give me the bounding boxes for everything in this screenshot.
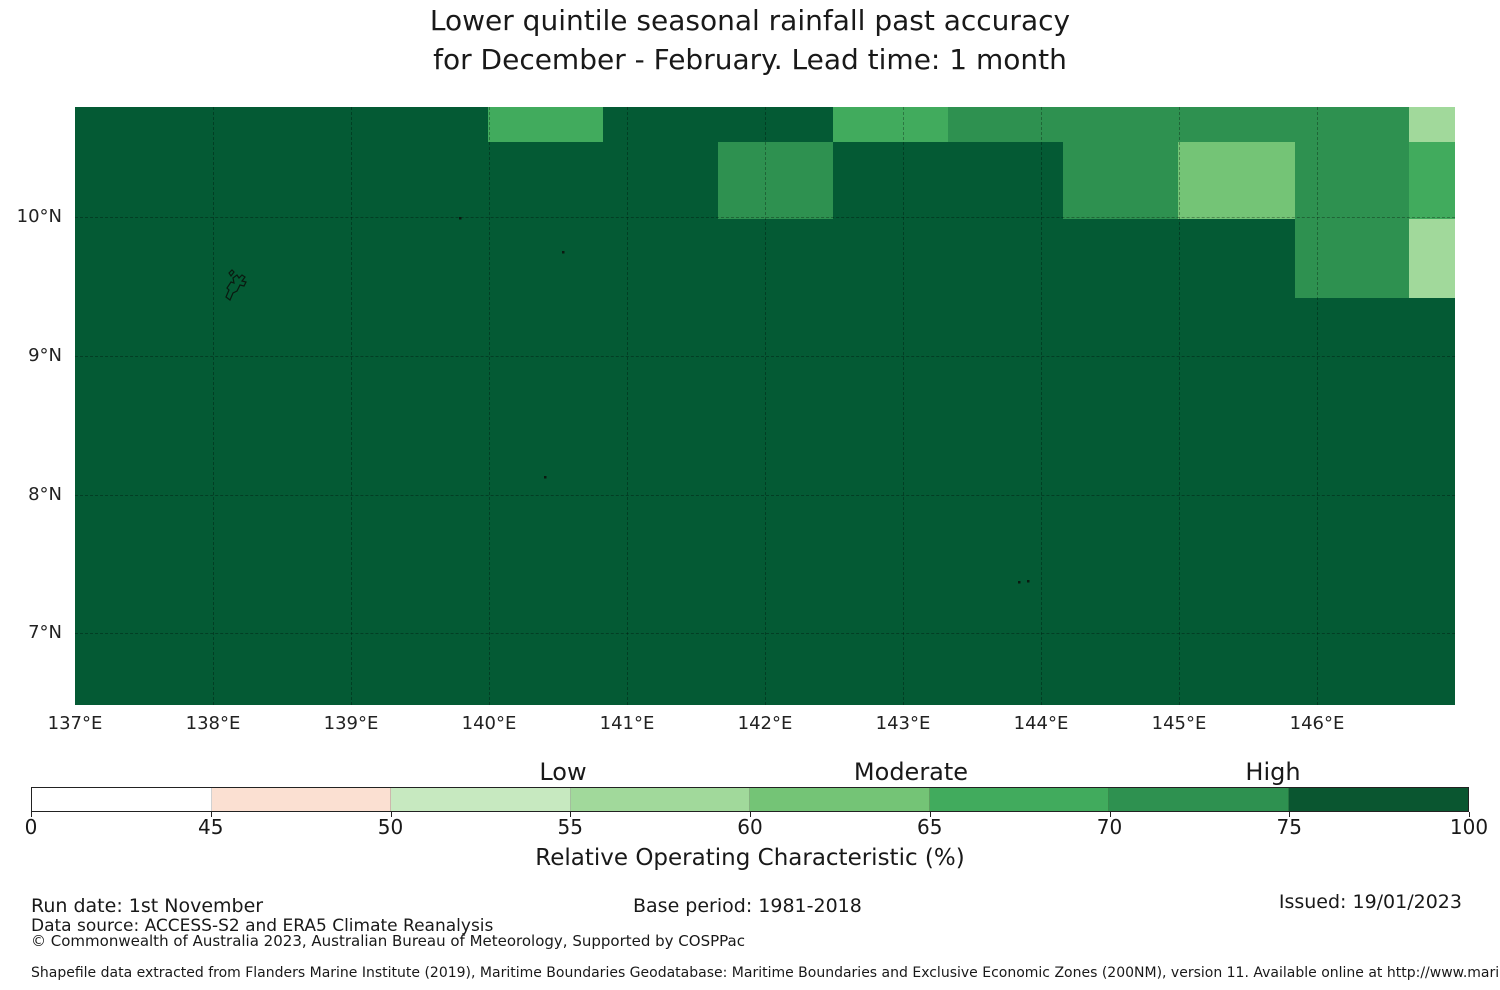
colorbar-tick-label: 75: [1276, 815, 1302, 839]
longitude-gridline: [351, 107, 352, 705]
colorbar-band-label: High: [1245, 758, 1301, 786]
roc-cell: [1063, 142, 1178, 219]
colorbar-segment-65-70: [929, 788, 1109, 811]
small-island-dot: [544, 476, 547, 479]
data-source-text: Data source: ACCESS-S2 and ERA5 Climate …: [31, 916, 494, 936]
x-tick-label: 144°E: [1013, 713, 1069, 734]
roc-cell: [1295, 219, 1409, 298]
latitude-gridline: [75, 633, 1455, 634]
colorbar-tick-mark: [929, 812, 931, 817]
colorbar-tick-label: 50: [377, 815, 404, 839]
colorbar-tick-label: 60: [737, 815, 763, 839]
y-tick-label: 10°N: [16, 206, 62, 227]
roc-cell: [1409, 219, 1455, 298]
map-area: [75, 107, 1455, 705]
x-tick-label: 145°E: [1151, 713, 1207, 734]
colorbar-segment-70-75: [1109, 788, 1289, 811]
colorbar-segment-0-45: [32, 788, 212, 811]
longitude-gridline: [1317, 107, 1318, 705]
roc-cell: [948, 107, 1409, 142]
colorbar-tick-mark: [570, 812, 572, 817]
x-tick-label: 146°E: [1289, 713, 1345, 734]
colorbar-segment-50-55: [391, 788, 571, 811]
latitude-gridline: [75, 495, 1455, 496]
colorbar-tick-mark: [1469, 812, 1470, 817]
latitude-gridline: [75, 217, 1455, 218]
colorbar-tick-mark: [31, 812, 32, 817]
y-tick-label: 7°N: [28, 622, 62, 643]
colorbar-segment-45-50: [211, 788, 391, 811]
colorbar-tick-mark: [1109, 812, 1111, 817]
colorbar-band-label: Low: [539, 758, 587, 786]
colorbar-tick-mark: [750, 812, 751, 817]
chart-title-line1: Lower quintile seasonal rainfall past ac…: [429, 4, 1071, 37]
run-date-text: Run date: 1st November: [31, 895, 264, 917]
longitude-gridline: [489, 107, 490, 705]
colorbar-segment-55-60: [570, 788, 750, 811]
chart-title-line2: for December - February. Lead time: 1 mo…: [433, 43, 1067, 76]
colorbar-band-label: Moderate: [853, 758, 969, 786]
colorbar-tick-label: 70: [1096, 815, 1123, 839]
small-island-dot: [1027, 580, 1030, 583]
longitude-gridline: [1179, 107, 1180, 705]
x-tick-label: 137°E: [47, 713, 103, 734]
colorbar-tick-label: 100: [1449, 815, 1489, 839]
roc-cell: [1178, 142, 1295, 219]
colorbar-segment-75-100: [1288, 788, 1468, 811]
roc-cell: [488, 107, 603, 142]
shapefile-note-text: Shapefile data extracted from Flanders M…: [31, 965, 1500, 981]
longitude-gridline: [903, 107, 904, 705]
longitude-gridline: [1041, 107, 1042, 705]
island-outlines: [225, 217, 1030, 584]
colorbar-tick-mark: [210, 812, 212, 817]
roc-cell: [1409, 142, 1455, 219]
roc-cell: [1295, 142, 1409, 219]
colorbar-tick-label: 65: [917, 815, 943, 839]
roc-cell: [718, 142, 833, 219]
x-tick-label: 138°E: [185, 713, 241, 734]
colorbar-tick-label: 45: [198, 815, 224, 839]
y-tick-label: 8°N: [28, 484, 62, 505]
small-island-dot: [1018, 581, 1021, 584]
x-tick-label: 142°E: [737, 713, 793, 734]
yap-island-outline: [225, 269, 247, 301]
x-tick-label: 139°E: [323, 713, 379, 734]
x-tick-label: 140°E: [461, 713, 517, 734]
roc-cell: [1409, 107, 1455, 142]
longitude-gridline: [213, 107, 214, 705]
x-tick-label: 143°E: [875, 713, 931, 734]
small-island-dot: [459, 217, 462, 220]
issued-date-text: Issued: 19/01/2023: [1278, 891, 1462, 913]
colorbar-tick-label: 55: [557, 815, 583, 839]
copyright-text: © Commonwealth of Australia 2023, Austra…: [31, 932, 745, 950]
colorbar-axis-label: Relative Operating Characteristic (%): [535, 845, 965, 871]
longitude-gridline: [627, 107, 628, 705]
colorbar-tick-mark: [1289, 812, 1291, 817]
small-island-dot: [562, 251, 565, 254]
colorbar: [31, 787, 1469, 812]
roc-cell: [833, 107, 948, 142]
colorbar-tick-label: 0: [24, 815, 38, 839]
longitude-gridline: [765, 107, 766, 705]
base-period-text: Base period: 1981-2018: [633, 895, 862, 917]
colorbar-segment-60-65: [750, 788, 930, 811]
colorbar-tick-mark: [390, 812, 392, 817]
y-tick-label: 9°N: [28, 345, 62, 366]
latitude-gridline: [75, 356, 1455, 357]
x-tick-label: 141°E: [599, 713, 655, 734]
